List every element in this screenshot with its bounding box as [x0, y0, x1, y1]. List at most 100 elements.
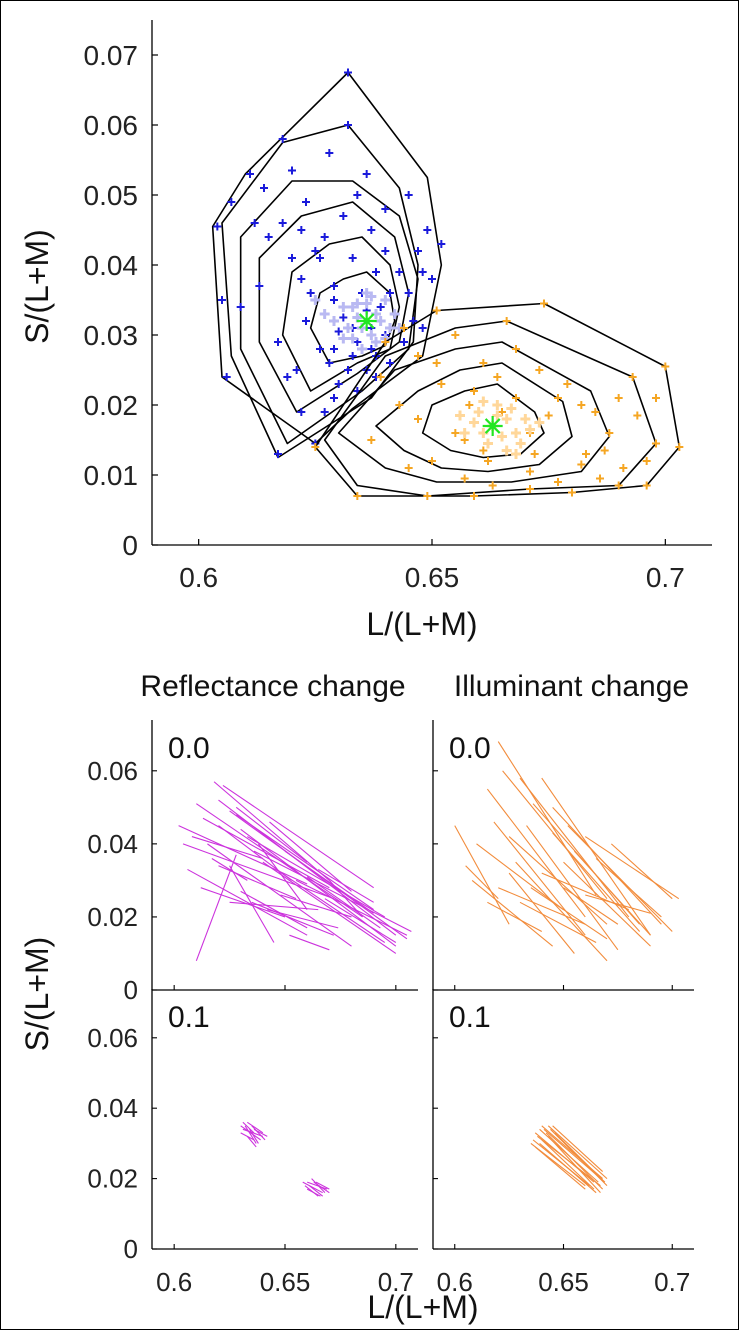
segment-line: [534, 1146, 586, 1190]
segment-line: [486, 788, 586, 918]
segment-line: [315, 1181, 330, 1190]
data-point: [297, 408, 306, 416]
data-point: [642, 457, 651, 465]
data-point: [614, 481, 623, 490]
data-point: [395, 401, 404, 409]
data-point: [213, 222, 222, 231]
data-point: [675, 443, 684, 451]
data-point: [479, 446, 488, 455]
data-point: [502, 317, 511, 325]
data-point: [428, 457, 436, 465]
segment-line: [541, 777, 651, 936]
panel-x-tick-label: 0.65: [260, 1267, 311, 1297]
centroid-marker: [356, 311, 377, 331]
data-point-light: [534, 417, 545, 428]
data-point-light: [366, 291, 377, 302]
data-point-light: [478, 396, 489, 407]
segment-line: [275, 868, 386, 943]
data-point-light: [319, 309, 330, 319]
segment-line: [269, 821, 352, 892]
segment-line: [213, 781, 330, 881]
segment-line: [539, 1142, 597, 1194]
data-point: [614, 394, 623, 402]
data-point: [479, 359, 488, 367]
panel-y-tick-label: 0.02: [87, 902, 138, 932]
data-point: [236, 303, 245, 311]
data-point-light: [492, 400, 503, 410]
data-point-light: [473, 407, 484, 417]
data-point: [423, 226, 432, 234]
data-point: [386, 289, 394, 297]
segment-line: [267, 909, 339, 929]
panel-title: Illuminant change: [454, 670, 689, 703]
segment-line: [530, 887, 608, 940]
data-point: [526, 467, 534, 476]
segment-line: [493, 821, 586, 936]
data-point: [288, 166, 296, 175]
data-point: [255, 282, 264, 290]
data-point: [306, 289, 315, 297]
data-point: [484, 457, 492, 465]
data-point: [367, 226, 376, 234]
data-point: [418, 324, 427, 332]
data-point: [596, 474, 604, 483]
segment-line: [567, 825, 673, 932]
segment-line: [187, 868, 308, 936]
segment-line: [249, 1129, 259, 1144]
segment-line: [251, 901, 334, 936]
segment-line: [519, 901, 597, 943]
segment-line: [541, 1139, 595, 1190]
data-point: [404, 191, 413, 199]
data-point: [330, 296, 338, 304]
data-point: [330, 345, 338, 353]
segment-line: [573, 850, 651, 936]
data-point: [432, 306, 441, 315]
data-point: [348, 352, 357, 360]
panel-label: 0.1: [449, 1001, 491, 1034]
data-point: [432, 359, 441, 367]
segment-line: [306, 1181, 328, 1190]
data-point: [652, 394, 660, 402]
segment-line: [229, 901, 319, 911]
data-point: [330, 282, 338, 290]
data-point: [404, 464, 413, 472]
segment-line: [253, 1128, 268, 1137]
data-point: [591, 408, 600, 416]
data-point-light: [361, 298, 372, 309]
segment-line: [253, 850, 412, 933]
x-tick-label: 0.6: [179, 562, 218, 593]
data-point-light: [310, 295, 321, 305]
segment-line: [328, 880, 363, 918]
data-point: [470, 387, 478, 395]
data-point: [264, 233, 273, 241]
data-point-light: [492, 410, 503, 421]
data-point: [227, 198, 236, 206]
data-point-light: [366, 330, 377, 340]
data-point: [600, 446, 609, 455]
segment-line: [537, 1135, 601, 1187]
segment-line: [211, 858, 248, 881]
data-point: [302, 317, 310, 325]
segment-line: [247, 1121, 264, 1134]
contour-line: [375, 362, 573, 473]
segment-line: [262, 861, 397, 954]
data-point: [376, 373, 385, 381]
segment-line: [235, 814, 374, 911]
segment-line: [289, 934, 330, 951]
data-point: [278, 219, 287, 227]
segment-line: [317, 868, 374, 903]
panel-y-tick-label: 0.06: [87, 1023, 138, 1053]
panel-x-tick-label: 0.65: [538, 1267, 589, 1297]
panel-x-tick-label: 0.6: [437, 1267, 473, 1297]
segment-line: [242, 1121, 255, 1134]
segment-line: [552, 832, 641, 932]
centroid-marker: [482, 416, 503, 436]
data-point: [334, 380, 343, 388]
data-point-light: [338, 333, 349, 344]
segment-line: [497, 741, 597, 896]
data-point: [325, 149, 334, 157]
segment-line: [454, 825, 510, 925]
data-point: [376, 303, 385, 311]
segment-line: [324, 898, 397, 943]
